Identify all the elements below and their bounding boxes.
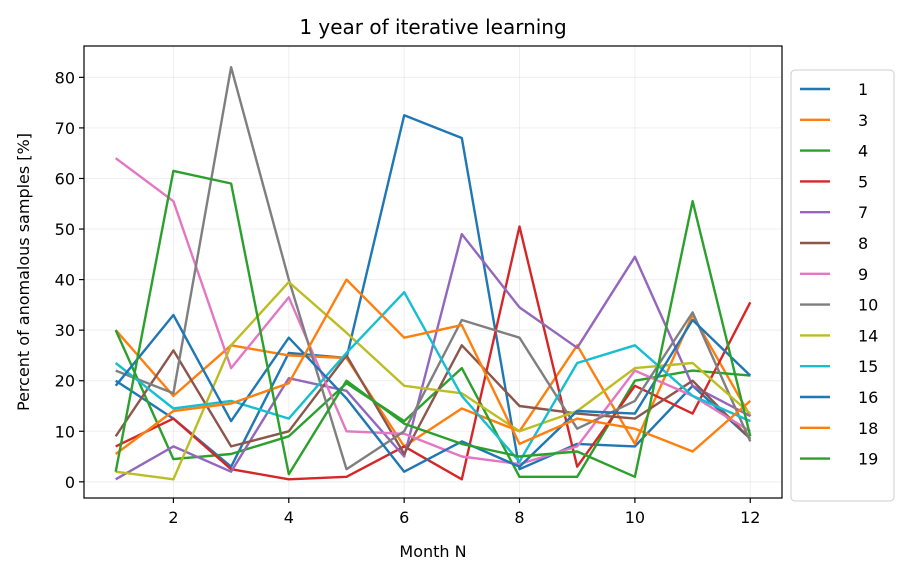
x-axis-ticks: 2 4 6 8 10 12 <box>168 498 760 527</box>
y-tick-label: 50 <box>55 220 75 239</box>
legend-label-14: 14 <box>858 326 878 345</box>
series-line-10 <box>115 65 752 471</box>
series-line-14 <box>115 280 752 481</box>
x-tick-label: 4 <box>284 508 294 527</box>
x-tick-label: 2 <box>168 508 178 527</box>
legend-label-1: 1 <box>858 80 868 99</box>
series-line-16 <box>114 313 752 473</box>
chart-title: 1 year of iterative learning <box>299 15 566 39</box>
x-tick-label: 6 <box>399 508 409 527</box>
legend-label-10: 10 <box>858 296 878 315</box>
y-axis-label: Percent of anomalous samples [%] <box>14 133 33 411</box>
y-tick-label: 70 <box>55 119 75 138</box>
legend-label-8: 8 <box>858 234 868 253</box>
y-tick-label: 10 <box>55 422 75 441</box>
legend-label-9: 9 <box>858 265 868 284</box>
series-line-5 <box>115 225 752 481</box>
legend-label-4: 4 <box>858 142 868 161</box>
series-line-9 <box>114 157 751 466</box>
series-line-19 <box>114 169 752 478</box>
y-tick-label: 0 <box>65 473 75 492</box>
y-tick-label: 80 <box>55 68 75 87</box>
legend-label-19: 19 <box>858 450 878 469</box>
y-tick-label: 30 <box>55 321 75 340</box>
x-tick-label: 10 <box>625 508 645 527</box>
legend-label-15: 15 <box>858 357 878 376</box>
y-tick-label: 40 <box>55 271 75 290</box>
series-line-4 <box>114 329 751 478</box>
legend-label-5: 5 <box>858 172 868 191</box>
legend-label-3: 3 <box>858 111 868 130</box>
series-lines <box>114 65 752 481</box>
legend-label-18: 18 <box>858 419 878 438</box>
legend-label-16: 16 <box>858 388 878 407</box>
y-tick-label: 20 <box>55 372 75 391</box>
legend-label-7: 7 <box>858 203 868 222</box>
x-axis-label: Month N <box>399 542 466 561</box>
x-tick-label: 8 <box>514 508 524 527</box>
series-line-3 <box>114 313 752 448</box>
plot-frame <box>83 45 783 499</box>
series-line-8 <box>114 344 752 456</box>
y-axis-ticks: 0 10 20 30 40 50 60 70 80 <box>55 68 84 492</box>
x-tick-label: 12 <box>740 508 760 527</box>
legend: 1 3 4 5 7 8 9 10 14 15 16 18 19 <box>790 69 895 502</box>
legend-box <box>790 69 895 502</box>
y-tick-label: 60 <box>55 169 75 188</box>
